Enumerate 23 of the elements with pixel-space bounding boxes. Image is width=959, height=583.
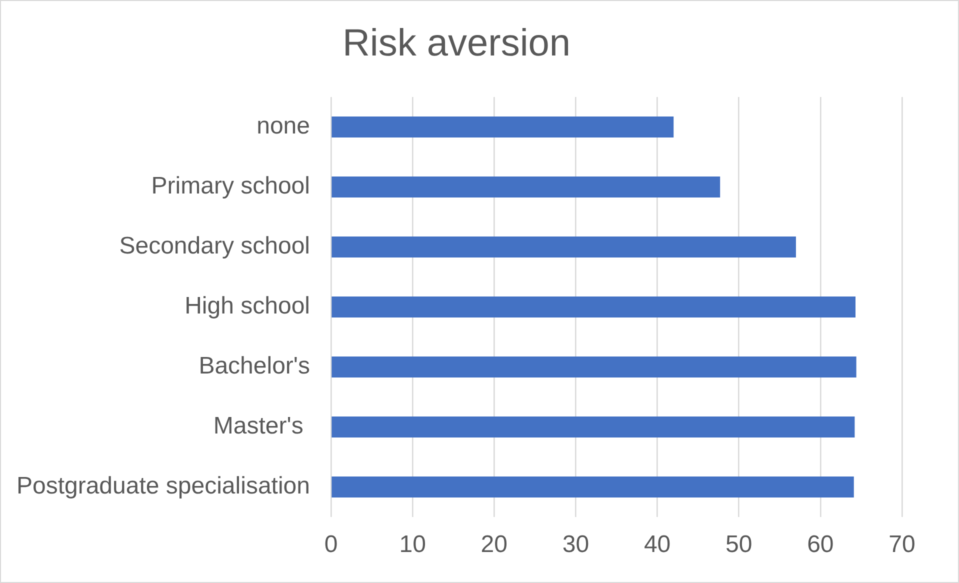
y-tick-label: none: [256, 112, 310, 140]
bar: [332, 416, 855, 438]
x-tick-label: 10: [399, 531, 426, 558]
x-tick-label: 70: [888, 531, 916, 558]
x-tick-label: 0: [324, 531, 338, 558]
y-tick-label: Bachelor's: [198, 352, 310, 380]
bar: [332, 116, 674, 138]
chart-title: Risk aversion: [342, 22, 571, 64]
y-tick-label: Postgraduate specialisation: [16, 472, 310, 500]
x-tick-label: 20: [480, 531, 508, 558]
x-tick-label: 30: [562, 531, 590, 558]
x-tick-label: 40: [644, 531, 671, 558]
y-tick-label: High school: [184, 292, 310, 320]
x-tick-label: 60: [807, 531, 834, 558]
y-tick-label: Primary school: [151, 172, 310, 200]
y-tick-label: Master's: [213, 412, 310, 440]
bar: [332, 296, 856, 318]
x-tick-label: 50: [726, 531, 752, 558]
bar: [332, 176, 720, 198]
bar: [332, 476, 854, 498]
bar: [332, 356, 856, 378]
y-tick-label: Secondary school: [119, 232, 310, 260]
bar: [332, 236, 796, 258]
